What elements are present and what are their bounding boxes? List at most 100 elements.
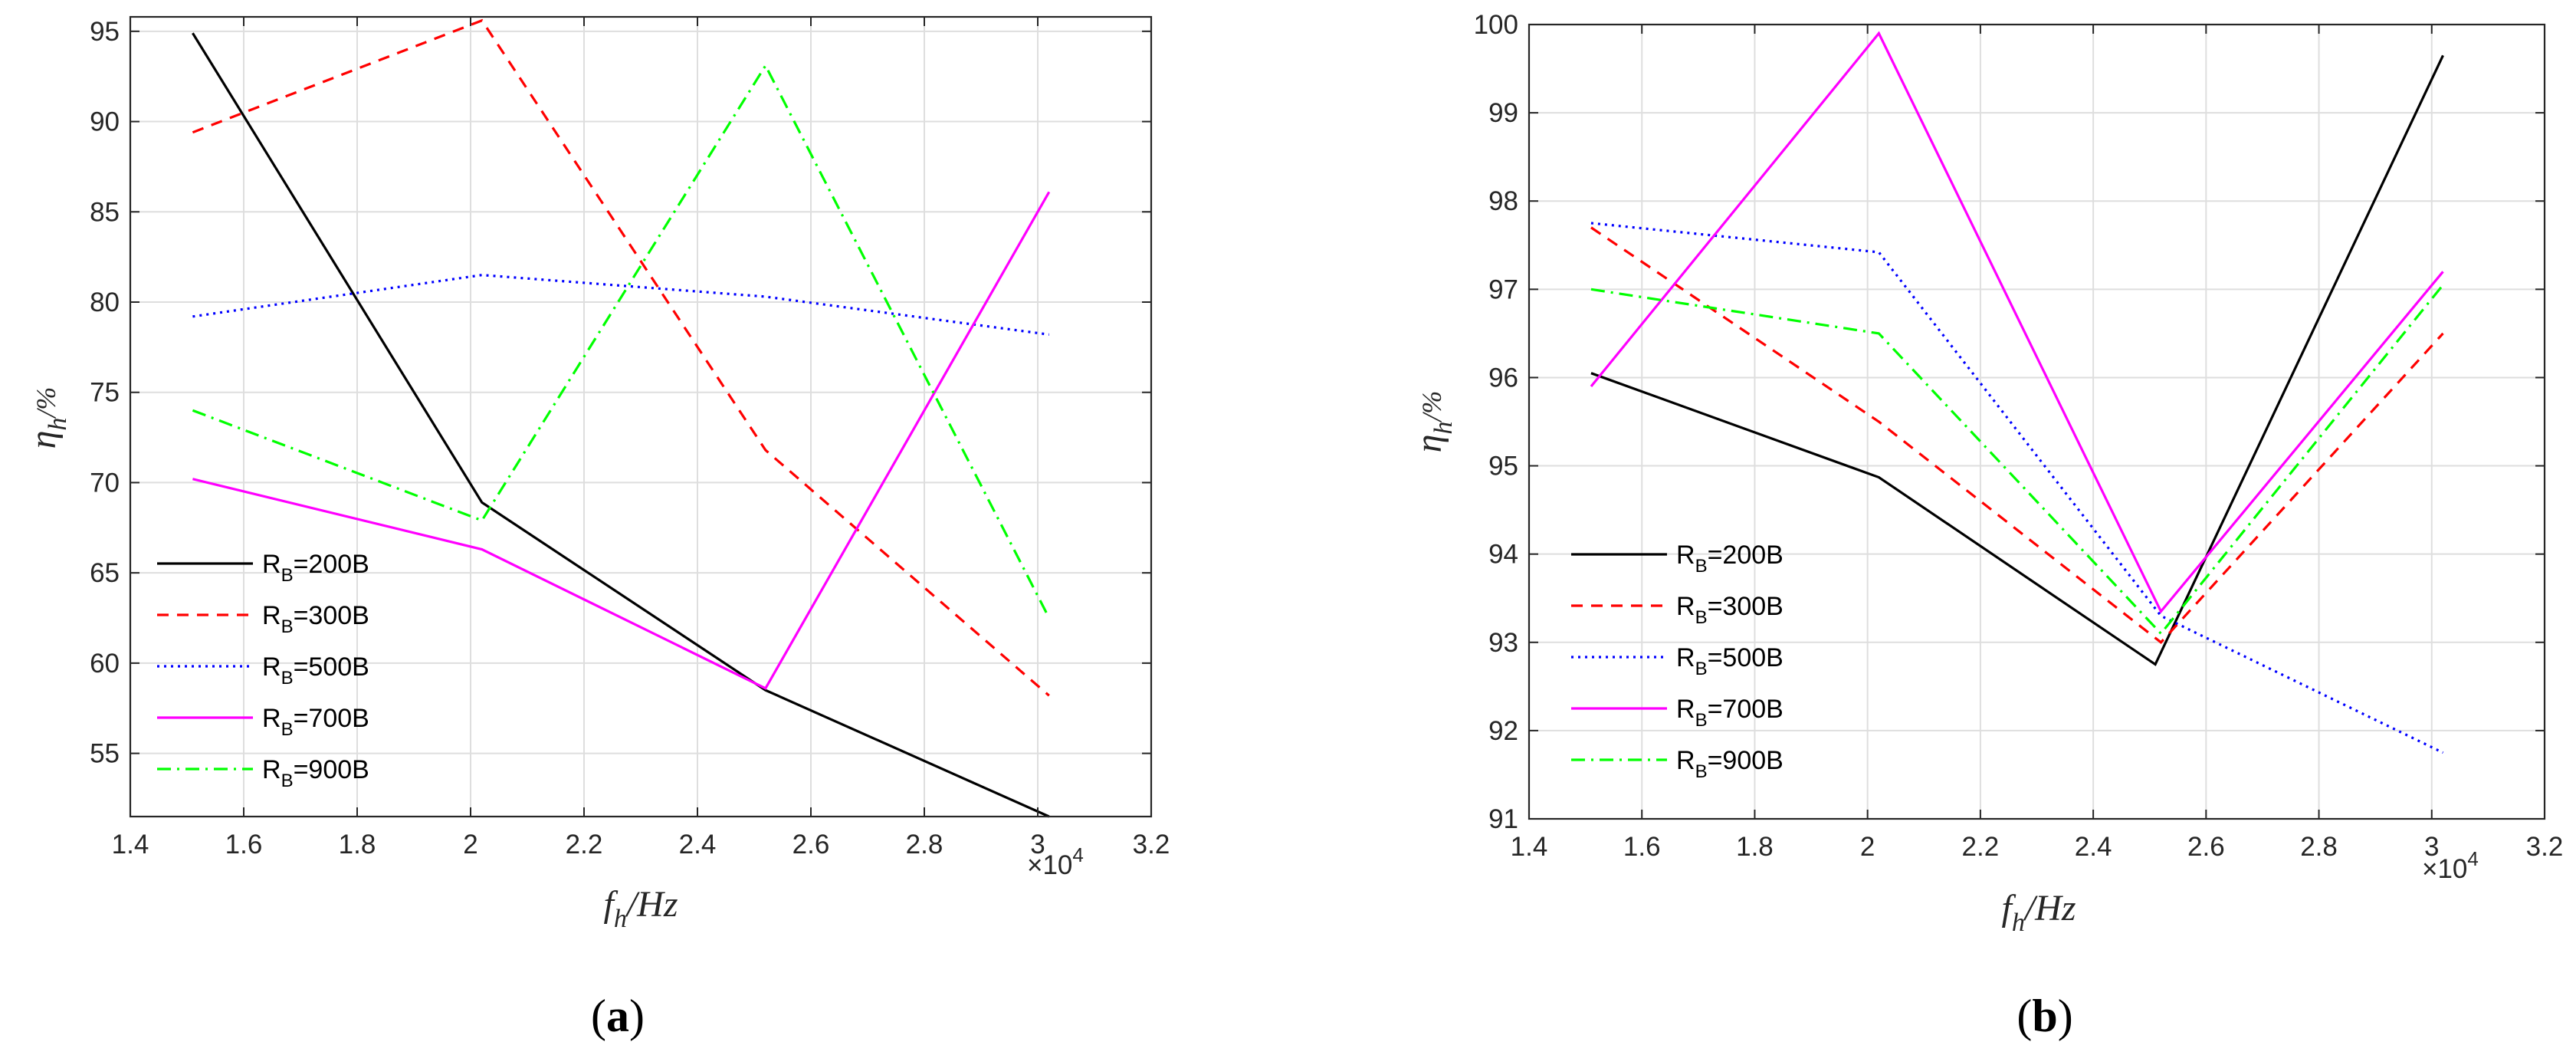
y-axis-label-unit: /% — [1416, 391, 1447, 423]
legend-label: RB=900B — [262, 755, 369, 791]
legend-item: RB=200B — [1571, 541, 1784, 577]
y-tick-label: 100 — [1474, 10, 1518, 40]
x-axis-label-unit: /Hz — [625, 884, 678, 925]
x-tick-label: 2.6 — [792, 830, 830, 859]
y-tick-label: 60 — [90, 649, 120, 679]
legend-item: RB=300B — [157, 601, 369, 637]
legend-item: RB=300B — [1571, 592, 1784, 628]
series-line-900b — [192, 63, 1051, 619]
series-line-900b — [1590, 284, 2444, 636]
series-line-300b — [192, 18, 1050, 697]
legend-label: RB=500B — [262, 652, 369, 689]
series-line-500b — [1590, 222, 2444, 754]
y-axis-label-sub: h — [44, 418, 72, 431]
legend: RB=200B RB=300B RB=500B RB=700B RB=900B — [157, 550, 369, 791]
y-tick-label: 96 — [1488, 363, 1518, 393]
y-tick-label: 97 — [1488, 274, 1518, 304]
x-tick-label: 3 — [1030, 830, 1045, 859]
x-tick-label: 2.4 — [679, 830, 717, 859]
y-tick-label: 90 — [90, 107, 120, 137]
y-tick-label: 95 — [90, 17, 120, 47]
legend-item: RB=700B — [157, 704, 369, 740]
x-axis-label-unit: /Hz — [2023, 888, 2076, 928]
chart-panel-b: 1.4 1.6 1.8 2 2.2 2.4 2.6 2.8 3 3.2 91 92 93 94 95 96 97… — [1409, 10, 2563, 1041]
x-tick-label: 2.2 — [566, 830, 603, 859]
y-tick-label: 92 — [1488, 716, 1518, 746]
legend-label: RB=900B — [1676, 746, 1784, 782]
x-exponent-power: 4 — [1072, 843, 1083, 866]
x-tick-label: 1.4 — [112, 830, 149, 859]
legend-item: RB=900B — [1571, 746, 1784, 782]
legend-label: RB=200B — [1676, 541, 1784, 577]
x-tick-label: 2.8 — [906, 830, 943, 859]
series-group — [1590, 31, 2444, 754]
x-tick-label: 3.2 — [2526, 832, 2564, 862]
x-tick-label: 2.6 — [2187, 832, 2225, 862]
plot-frame — [1528, 23, 2546, 820]
plot-frame — [129, 15, 1153, 818]
legend-item: RB=500B — [1571, 643, 1784, 679]
y-tick-label: 99 — [1488, 98, 1518, 128]
y-tick-label: 85 — [90, 197, 120, 227]
chart-panel-a: 1.4 1.6 1.8 2 2.2 2.4 2.6 2.8 3 3.2 55 60 65 70 75 80 85… — [23, 15, 1170, 1041]
y-tick-label: 75 — [90, 378, 120, 408]
x-tick-label: 1.4 — [1511, 832, 1548, 862]
x-tick-label: 2 — [463, 830, 477, 859]
tick-labels: 1.4 1.6 1.8 2 2.2 2.4 2.6 2.8 3 3.2 91 92 93 94 95 96 97… — [1474, 10, 2564, 862]
series-line-500b — [192, 274, 1050, 336]
series-line-200b — [1590, 54, 2444, 666]
series-line-700b — [1590, 31, 2444, 614]
tick-labels: 1.4 1.6 1.8 2 2.2 2.4 2.6 2.8 3 3.2 55 60 65 70 75 80 85… — [90, 17, 1170, 859]
y-axis-label-unit: /% — [31, 387, 61, 419]
x-tick-label: 2.2 — [1962, 832, 2000, 862]
y-tick-label: 94 — [1488, 540, 1518, 570]
y-tick-label: 91 — [1488, 804, 1518, 834]
y-tick-label: 95 — [1488, 452, 1518, 481]
legend-item: RB=500B — [157, 652, 369, 689]
x-tick-label: 3 — [2424, 832, 2439, 862]
x-axis-label-sub: h — [614, 905, 627, 933]
grid — [130, 17, 1152, 817]
panel-label: (a) — [591, 991, 645, 1041]
x-tick-label: 3.2 — [1133, 830, 1170, 859]
series-line-700b — [192, 191, 1051, 690]
series-line-300b — [1590, 226, 2444, 644]
legend: RB=200B RB=300B RB=500B RB=700B RB=900B — [1571, 541, 1784, 782]
x-tick-label: 2 — [1860, 832, 1875, 862]
legend-item: RB=700B — [1571, 695, 1784, 731]
legend-item: RB=900B — [157, 755, 369, 791]
y-tick-label: 70 — [90, 468, 120, 498]
legend-label: RB=300B — [1676, 592, 1784, 628]
x-exponent-label: ×104 — [2422, 847, 2479, 884]
x-exponent-power: 4 — [2467, 847, 2478, 870]
x-tick-label: 1.8 — [1736, 832, 1774, 862]
y-axis-label-main: η — [1409, 435, 1449, 453]
x-axis-label: fh/Hz — [2001, 888, 2076, 937]
x-axis-label: fh/Hz — [603, 884, 678, 933]
series-line-200b — [192, 32, 1050, 818]
x-axis-label-sub: h — [2012, 909, 2025, 937]
x-tick-label: 1.8 — [339, 830, 376, 859]
x-tick-label: 1.6 — [1623, 832, 1661, 862]
y-axis-label: ηh/% — [23, 387, 72, 449]
y-tick-label: 98 — [1488, 186, 1518, 216]
legend-label: RB=200B — [262, 550, 369, 586]
y-axis-label: ηh/% — [1409, 391, 1458, 453]
x-exponent-base: ×10 — [2422, 854, 2467, 884]
legend-label: RB=700B — [262, 704, 369, 740]
y-tick-label: 80 — [90, 288, 120, 317]
x-tick-label: 2.8 — [2300, 832, 2338, 862]
legend-label: RB=700B — [1676, 695, 1784, 731]
y-tick-label: 55 — [90, 739, 120, 769]
x-exponent-base: ×10 — [1027, 850, 1072, 880]
x-exponent-label: ×104 — [1027, 843, 1084, 880]
y-tick-label: 93 — [1488, 628, 1518, 658]
y-tick-label: 65 — [90, 558, 120, 588]
y-axis-label-main: η — [23, 431, 64, 449]
legend-label: RB=300B — [262, 601, 369, 637]
legend-label: RB=500B — [1676, 643, 1784, 679]
series-group — [192, 18, 1051, 818]
legend-item: RB=200B — [157, 550, 369, 586]
panel-label: (b) — [2016, 991, 2072, 1041]
